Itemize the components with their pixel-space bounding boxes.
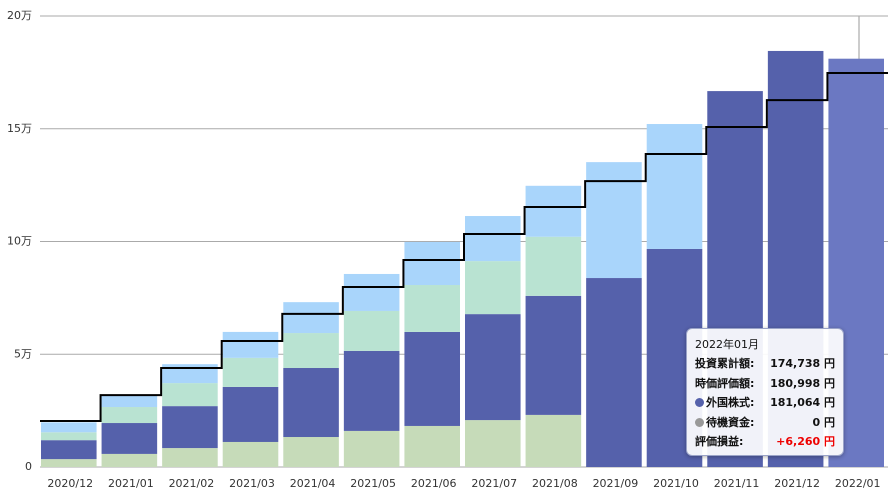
x-tick-label: 2021/11 (714, 477, 760, 490)
legend-dot (695, 417, 704, 427)
tooltip-label: 時価評価額: (695, 376, 755, 390)
x-tick-label: 2021/08 (532, 477, 578, 490)
tooltip: 2022年01月 投資累計額: 174,738 円 時価評価額: 180,998 円… (686, 328, 844, 456)
y-tick-label: 15万 (7, 122, 32, 135)
x-tick-label: 2021/01 (108, 477, 154, 490)
bar-segment (283, 437, 339, 467)
bar-segment (222, 386, 279, 442)
tooltip-label: 外国株式: (706, 396, 755, 410)
bar-segment (162, 448, 218, 467)
tooltip-value: 174,738 円 (770, 357, 835, 371)
bar-segment (525, 236, 582, 296)
bar-segment (101, 453, 158, 467)
bar-segment (404, 425, 460, 467)
tooltip-value: 0 円 (812, 415, 835, 429)
y-tick-label: 0 (25, 460, 32, 473)
x-tick-label: 2021/09 (593, 477, 639, 490)
tooltip-value: 180,998 円 (770, 376, 835, 390)
tooltip-row: 外国株式: 181,064 円 (695, 393, 835, 413)
tooltip-row: 投資累計額: 174,738 円 (695, 354, 835, 374)
bar-segment (41, 459, 97, 467)
bar-segment (404, 331, 460, 426)
bar-segment (465, 420, 521, 467)
bar-segment (283, 368, 339, 438)
tooltip-row: 待機資金: 0 円 (695, 412, 835, 432)
tooltip-row: 評価損益: +6,260 円 (695, 432, 835, 452)
bar-segment (465, 216, 521, 262)
bar-segment (222, 441, 279, 467)
bar-segment (283, 333, 339, 369)
tooltip-label: 待機資金: (706, 415, 755, 429)
bar-segment (41, 432, 97, 441)
bar-segment (646, 124, 703, 249)
x-tick-label: 2021/02 (169, 477, 215, 490)
x-tick-label: 2020/12 (47, 477, 93, 490)
tooltip-value: 181,064 円 (770, 396, 835, 410)
step-line (40, 71, 888, 422)
bar-segment (465, 261, 521, 315)
x-tick-label: 2021/05 (350, 477, 396, 490)
bar-segment (586, 278, 642, 467)
y-tick-label: 20万 (7, 9, 32, 22)
x-tick-label: 2021/07 (471, 477, 517, 490)
bar-segment (525, 295, 582, 415)
bar-segment (404, 285, 460, 332)
x-tick-label: 2022/01 (835, 477, 881, 490)
bar-segment (465, 314, 521, 421)
tooltip-label: 投資累計額: (695, 357, 755, 371)
bar-segment (404, 241, 460, 286)
bar-segment (101, 395, 158, 408)
bar-segment (343, 350, 400, 431)
x-tick-label: 2021/06 (411, 477, 457, 490)
bar-segment (162, 406, 218, 449)
y-tick-label: 10万 (7, 235, 32, 248)
bar-segment (41, 422, 97, 433)
x-tick-label: 2021/03 (229, 477, 275, 490)
tooltip-title: 2022年01月 (695, 334, 835, 354)
bar-segment (586, 162, 642, 279)
bar-segment (222, 357, 279, 387)
bar-segment (343, 310, 400, 351)
bar-segment (101, 407, 158, 424)
bar-segment (101, 423, 158, 454)
tooltip-title-text: 2022年01月 (695, 337, 759, 351)
tooltip-label: 評価損益: (695, 435, 744, 449)
bar-segment (343, 273, 400, 311)
bar-segment (283, 302, 339, 334)
bar-segment (525, 185, 582, 237)
bar-segment (41, 440, 97, 460)
tooltip-value: +6,260 円 (776, 435, 835, 449)
tooltip-row: 時価評価額: 180,998 円 (695, 373, 835, 393)
bar-segment (525, 414, 582, 467)
x-tick-label: 2021/12 (774, 477, 820, 490)
bar-segment (222, 331, 279, 358)
bar-segment (343, 430, 400, 467)
legend-dot (695, 398, 704, 408)
x-tick-label: 2021/10 (653, 477, 699, 490)
bar-segment (162, 383, 218, 407)
y-tick-label: 5万 (14, 347, 32, 360)
x-tick-label: 2021/04 (290, 477, 336, 490)
